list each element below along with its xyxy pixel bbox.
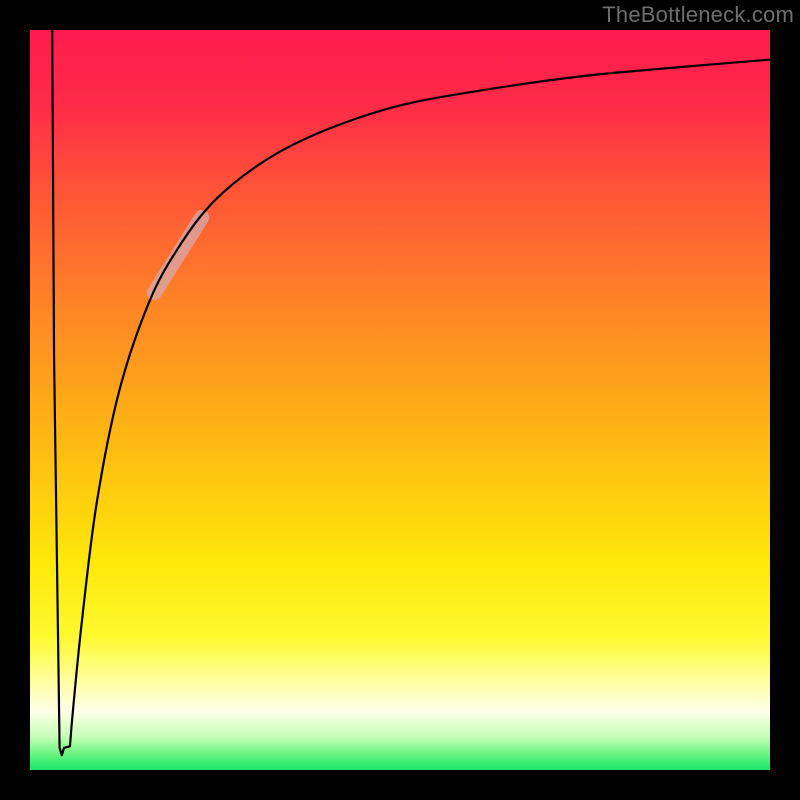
plot-background xyxy=(30,30,770,770)
chart-svg xyxy=(0,0,800,800)
stage: TheBottleneck.com xyxy=(0,0,800,800)
watermark-text: TheBottleneck.com xyxy=(602,0,800,28)
